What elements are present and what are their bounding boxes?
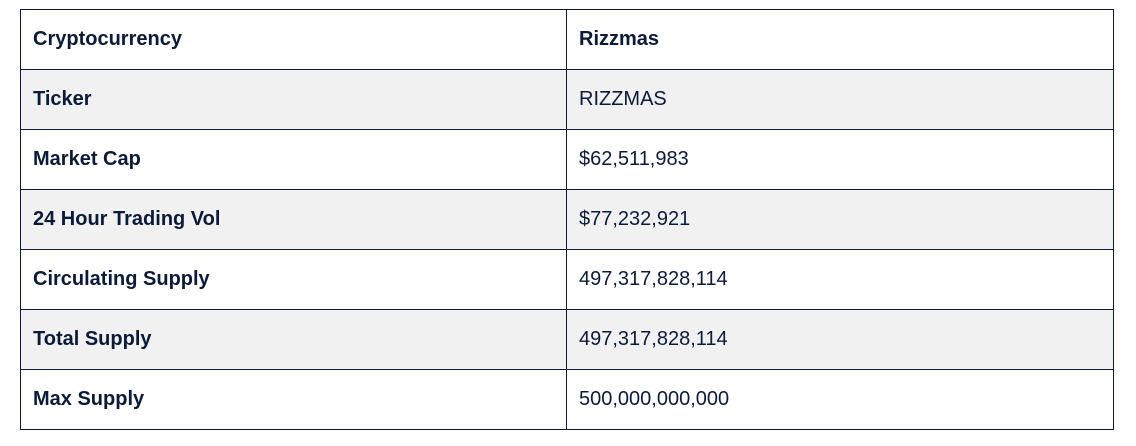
row-label: Ticker bbox=[20, 69, 567, 130]
row-label: Max Supply bbox=[20, 369, 567, 430]
table-row-max-supply: Max Supply 500,000,000,000 bbox=[20, 369, 1114, 430]
row-value: $77,232,921 bbox=[566, 189, 1114, 250]
row-value: 497,317,828,114 bbox=[566, 309, 1114, 370]
crypto-info-table-container: Cryptocurrency Rizzmas Ticker RIZZMAS Ma… bbox=[20, 9, 1114, 430]
table-row-market-cap: Market Cap $62,511,983 bbox=[20, 129, 1114, 190]
table-row-cryptocurrency: Cryptocurrency Rizzmas bbox=[20, 9, 1114, 70]
row-label: Circulating Supply bbox=[20, 249, 567, 310]
table-row-total-supply: Total Supply 497,317,828,114 bbox=[20, 309, 1114, 370]
row-value: 500,000,000,000 bbox=[566, 369, 1114, 430]
row-label: 24 Hour Trading Vol bbox=[20, 189, 567, 250]
crypto-info-table: Cryptocurrency Rizzmas Ticker RIZZMAS Ma… bbox=[20, 9, 1114, 430]
table-row-trading-volume: 24 Hour Trading Vol $77,232,921 bbox=[20, 189, 1114, 250]
row-label: Market Cap bbox=[20, 129, 567, 190]
table-row-circulating-supply: Circulating Supply 497,317,828,114 bbox=[20, 249, 1114, 310]
row-value: $62,511,983 bbox=[566, 129, 1114, 190]
row-value: 497,317,828,114 bbox=[566, 249, 1114, 310]
table-row-ticker: Ticker RIZZMAS bbox=[20, 69, 1114, 130]
row-label: Total Supply bbox=[20, 309, 567, 370]
row-value: RIZZMAS bbox=[566, 69, 1114, 130]
row-value: Rizzmas bbox=[566, 9, 1114, 70]
row-label: Cryptocurrency bbox=[20, 9, 567, 70]
